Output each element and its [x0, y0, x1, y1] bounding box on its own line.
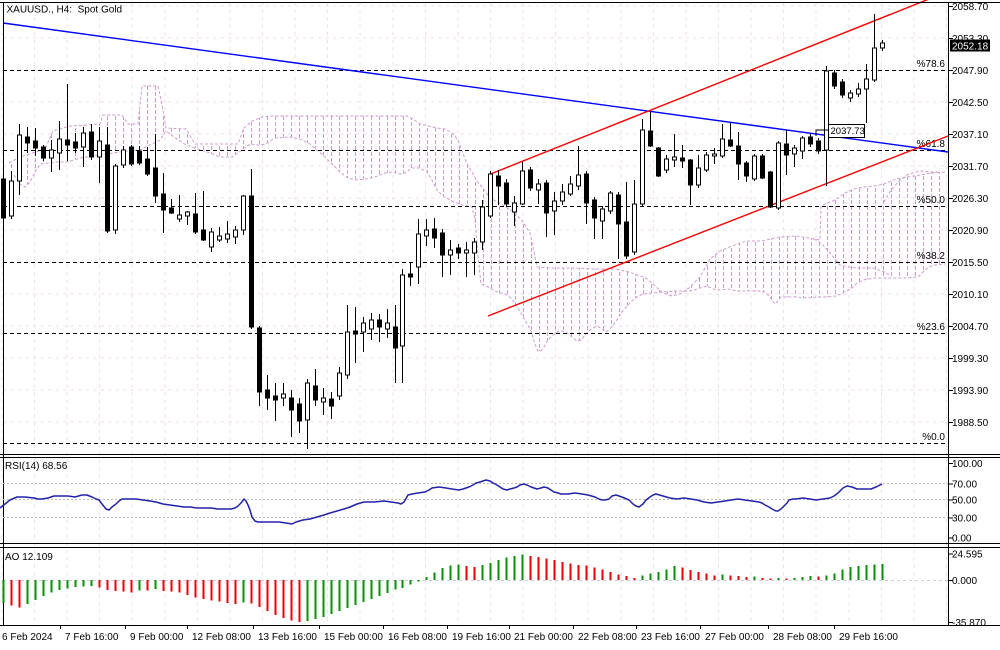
svg-text:2004.70: 2004.70 — [952, 322, 989, 333]
svg-text:13 Feb 16:00: 13 Feb 16:00 — [258, 632, 317, 643]
svg-text:%78.6: %78.6 — [917, 59, 946, 70]
svg-text:28 Feb 08:00: 28 Feb 08:00 — [773, 632, 832, 643]
svg-text:2037.73: 2037.73 — [831, 126, 865, 137]
svg-text:2047.90: 2047.90 — [952, 66, 989, 77]
svg-text:2042.50: 2042.50 — [952, 98, 989, 109]
svg-text:23 Feb 16:00: 23 Feb 16:00 — [641, 632, 700, 643]
svg-text:%23.6: %23.6 — [917, 322, 946, 333]
svg-text:%0.0: %0.0 — [922, 432, 945, 443]
svg-text:1999.30: 1999.30 — [952, 354, 989, 365]
svg-text:RSI(14) 68.56: RSI(14) 68.56 — [5, 461, 68, 472]
svg-text:16 Feb 08:00: 16 Feb 08:00 — [388, 632, 447, 643]
svg-text:50.00: 50.00 — [952, 496, 977, 507]
svg-text:2058.70: 2058.70 — [952, 2, 989, 13]
svg-text:XAUUSD., H4: Spot Gold: XAUUSD., H4: Spot Gold — [7, 5, 123, 16]
svg-text:7 Feb 16:00: 7 Feb 16:00 — [65, 632, 119, 643]
svg-text:9 Feb 00:00: 9 Feb 00:00 — [130, 632, 184, 643]
svg-text:22 Feb 08:00: 22 Feb 08:00 — [578, 632, 637, 643]
svg-text:-35.870: -35.870 — [952, 618, 986, 629]
svg-text:0.000: 0.000 — [952, 576, 977, 587]
svg-text:AO 12.109: AO 12.109 — [5, 552, 53, 563]
svg-text:2026.30: 2026.30 — [952, 194, 989, 205]
svg-text:%50.0: %50.0 — [917, 195, 946, 206]
svg-text:30.00: 30.00 — [952, 514, 977, 525]
svg-text:21 Feb 00:00: 21 Feb 00:00 — [514, 632, 573, 643]
svg-text:1988.50: 1988.50 — [952, 418, 989, 429]
svg-text:70.00: 70.00 — [952, 480, 977, 491]
svg-text:2052.18: 2052.18 — [952, 42, 989, 53]
svg-text:29 Feb 16:00: 29 Feb 16:00 — [839, 632, 898, 643]
svg-text:2015.50: 2015.50 — [952, 258, 989, 269]
svg-text:2010.10: 2010.10 — [952, 290, 989, 301]
svg-text:12 Feb 08:00: 12 Feb 08:00 — [192, 632, 251, 643]
svg-text:19 Feb 16:00: 19 Feb 16:00 — [452, 632, 511, 643]
svg-text:2031.70: 2031.70 — [952, 162, 989, 173]
svg-text:6 Feb 2024: 6 Feb 2024 — [2, 632, 53, 643]
svg-text:0.00: 0.00 — [952, 534, 972, 545]
svg-text:100.00: 100.00 — [952, 459, 983, 470]
svg-text:%61.8: %61.8 — [917, 139, 946, 150]
svg-text:15 Feb 00:00: 15 Feb 00:00 — [324, 632, 383, 643]
svg-text:2037.10: 2037.10 — [952, 130, 989, 141]
svg-text:%38.2: %38.2 — [917, 251, 946, 262]
svg-text:1993.90: 1993.90 — [952, 386, 989, 397]
svg-text:27 Feb 00:00: 27 Feb 00:00 — [705, 632, 764, 643]
svg-text:24.595: 24.595 — [952, 550, 983, 561]
svg-text:2020.90: 2020.90 — [952, 226, 989, 237]
